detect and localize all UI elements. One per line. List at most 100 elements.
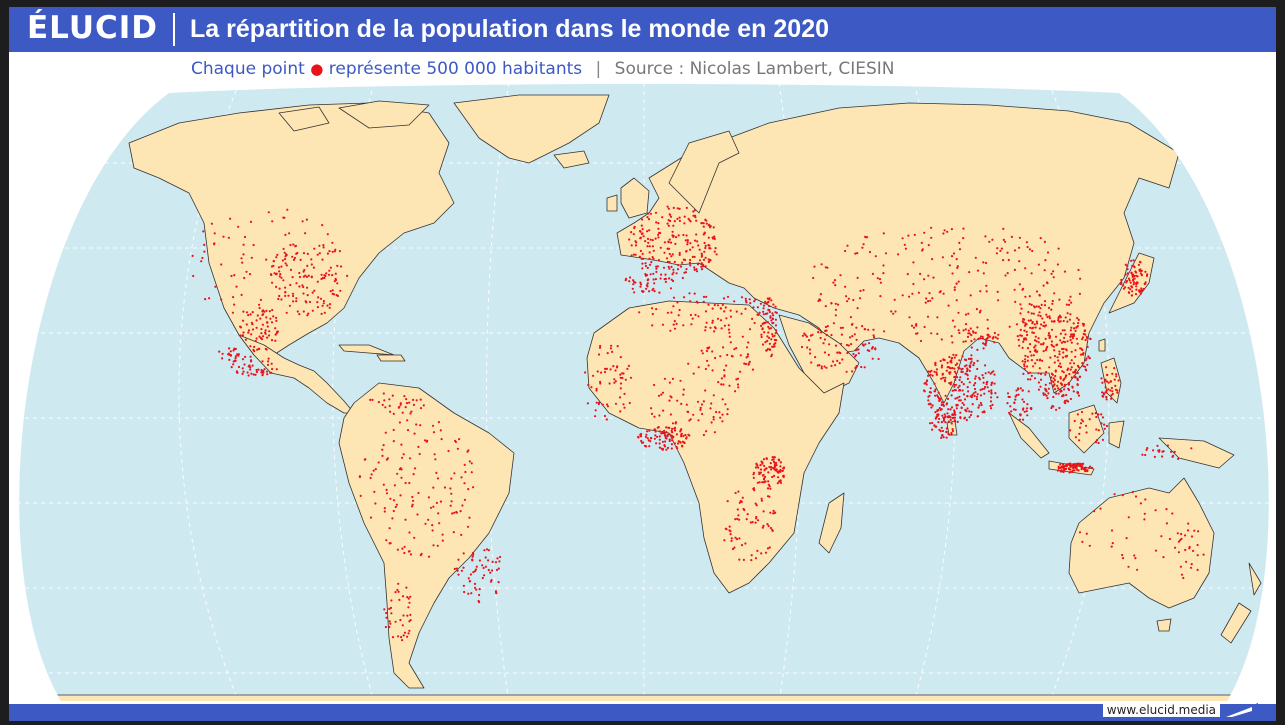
population-dot — [772, 458, 775, 461]
population-dot — [702, 400, 706, 403]
population-dot — [960, 406, 963, 410]
population-dot — [1076, 317, 1079, 320]
population-dot — [937, 397, 941, 400]
population-dot — [976, 359, 979, 362]
population-dot — [321, 304, 324, 307]
population-dot — [278, 294, 281, 298]
population-dot — [1044, 387, 1047, 390]
population-dot — [846, 300, 849, 303]
population-dot — [1180, 537, 1183, 540]
population-dot — [701, 412, 704, 416]
population-dot — [806, 346, 809, 349]
population-dot — [388, 607, 391, 611]
population-dot — [945, 427, 948, 430]
population-dot — [836, 351, 839, 354]
population-dot — [658, 438, 661, 441]
population-dot — [764, 341, 767, 344]
population-dot — [713, 326, 717, 329]
sumatra — [1008, 412, 1050, 459]
population-dot — [763, 464, 766, 467]
population-dot — [1101, 391, 1104, 394]
population-dot — [1073, 371, 1077, 374]
population-dot — [1072, 390, 1075, 393]
population-dot — [646, 237, 650, 240]
population-dot — [456, 569, 459, 572]
population-dot — [1032, 354, 1035, 357]
population-dot — [1139, 502, 1142, 505]
population-dot — [971, 403, 974, 406]
population-dot — [746, 355, 749, 358]
population-dot — [700, 349, 703, 352]
population-dot — [713, 431, 717, 434]
population-dot — [399, 467, 402, 470]
population-dot — [1048, 366, 1051, 369]
population-dot — [491, 560, 494, 563]
population-dot — [1080, 347, 1083, 350]
population-dot — [940, 377, 943, 380]
population-dot — [473, 582, 477, 585]
population-dot — [331, 274, 334, 277]
population-dot — [240, 257, 243, 260]
population-dot — [923, 390, 926, 393]
population-dot — [760, 552, 763, 555]
population-dot — [956, 265, 959, 268]
population-dot — [942, 232, 945, 235]
population-dot — [403, 545, 406, 548]
population-dot — [470, 462, 473, 465]
population-dot — [1061, 395, 1064, 398]
population-dot — [271, 308, 274, 312]
population-dot — [641, 262, 644, 265]
population-dot — [936, 316, 939, 319]
population-dot — [298, 313, 301, 316]
population-dot — [331, 292, 334, 295]
population-dot — [655, 308, 658, 311]
population-dot — [1043, 321, 1046, 324]
population-dot — [310, 263, 313, 266]
population-dot — [993, 382, 996, 385]
population-dot — [987, 371, 990, 374]
population-dot — [689, 264, 692, 267]
population-dot — [675, 272, 678, 275]
population-dot — [722, 383, 725, 386]
population-dot — [1075, 326, 1078, 329]
population-dot — [735, 378, 738, 381]
population-dot — [974, 331, 977, 334]
population-dot — [722, 346, 725, 349]
population-dot — [246, 371, 249, 374]
population-dot — [940, 338, 943, 341]
population-dot — [964, 408, 967, 412]
population-dot — [1180, 573, 1184, 576]
population-dot — [698, 248, 701, 251]
population-dot — [670, 443, 674, 446]
population-dot — [1069, 329, 1072, 332]
population-dot — [984, 235, 987, 238]
population-dot — [316, 280, 319, 283]
population-dot — [1170, 450, 1173, 453]
population-dot — [622, 403, 625, 406]
population-dot — [772, 460, 776, 463]
population-dot — [659, 246, 662, 249]
population-dot — [1107, 381, 1110, 384]
population-dot — [1032, 312, 1035, 315]
population-dot — [973, 394, 976, 397]
scandinavia — [668, 130, 740, 214]
population-dot — [1006, 272, 1009, 275]
population-dot — [243, 235, 247, 239]
population-dot — [705, 222, 708, 225]
population-dot — [729, 533, 732, 536]
population-dot — [1074, 349, 1077, 352]
population-dot — [672, 279, 675, 283]
world-population-dot-map — [19, 84, 1269, 701]
population-dot — [265, 348, 268, 351]
population-dot — [965, 370, 969, 373]
population-dot — [392, 412, 395, 415]
population-dot — [222, 235, 225, 238]
population-dot — [979, 394, 983, 397]
population-dot — [255, 368, 258, 372]
population-dot — [255, 370, 258, 374]
population-dot — [677, 264, 680, 267]
population-dot — [738, 501, 741, 504]
population-dot — [331, 241, 334, 244]
population-dot — [872, 328, 875, 331]
population-dot — [673, 220, 676, 223]
